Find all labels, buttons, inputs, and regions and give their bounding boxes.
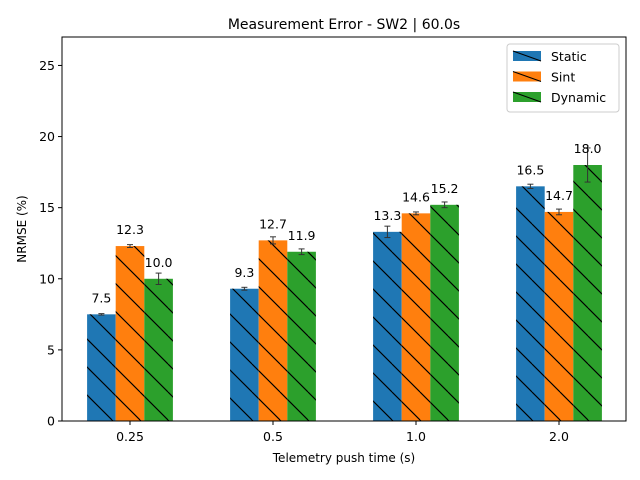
y-tick-label: 15 — [39, 200, 55, 215]
bar-hatch — [258, 240, 288, 421]
legend-label: Dynamic — [551, 90, 606, 105]
bar-hatch — [544, 211, 574, 421]
bar-hatch — [287, 251, 316, 421]
data-label: 12.7 — [259, 216, 287, 231]
bars-layer: 7.5 9.3 13.3 16.5 12.3 12.7 14.6 14.7 10.0 11.9 15… — [87, 141, 602, 421]
legend-swatch-hatch — [512, 50, 542, 62]
data-label: 15.2 — [431, 181, 459, 196]
legend-label: Sint — [551, 70, 575, 85]
x-axis-label: Telemetry push time (s) — [272, 451, 415, 465]
bar-hatch — [144, 278, 173, 421]
bar-hatch — [573, 165, 602, 421]
bar-hatch — [115, 246, 145, 421]
data-label: 9.3 — [234, 265, 254, 280]
x-tick-label: 0.25 — [116, 429, 144, 444]
y-tick-label: 5 — [47, 342, 55, 357]
bar-hatch — [373, 231, 402, 421]
legend-label: Static — [551, 49, 587, 64]
bar-hatch — [516, 186, 545, 421]
y-axis-label: NRMSE (%) — [15, 195, 29, 262]
x-tick-label: 1.0 — [406, 429, 426, 444]
x-tick-label: 2.0 — [549, 429, 569, 444]
y-tick-label: 20 — [39, 129, 55, 144]
bar-hatch — [87, 314, 116, 421]
y-tick-label: 25 — [39, 58, 55, 73]
data-label: 7.5 — [91, 290, 111, 305]
legend-swatch-hatch — [512, 91, 542, 103]
bar-hatch — [401, 213, 431, 421]
data-label: 11.9 — [288, 228, 316, 243]
y-tick-label: 10 — [39, 271, 55, 286]
data-label: 14.7 — [545, 188, 573, 203]
data-label: 16.5 — [516, 162, 544, 177]
legend: Static Sint Dynamic — [506, 43, 620, 113]
y-tick-label: 0 — [47, 414, 55, 429]
data-label: 12.3 — [116, 222, 144, 237]
axes-layer: 0 5 10 15 20 25 0.25 0.5 1.0 2.0 — [39, 36, 627, 444]
data-label: 18.0 — [574, 141, 602, 156]
bar-hatch — [230, 288, 259, 421]
legend-swatch-hatch — [512, 71, 542, 82]
chart-title: Measurement Error - SW2 | 60.0s — [228, 17, 460, 33]
plot-frame — [61, 36, 627, 422]
data-label: 10.0 — [145, 255, 173, 270]
data-label: 14.6 — [402, 189, 430, 204]
x-tick-label: 0.5 — [263, 429, 283, 444]
data-label: 13.3 — [373, 208, 401, 223]
bar-hatch — [430, 204, 459, 421]
